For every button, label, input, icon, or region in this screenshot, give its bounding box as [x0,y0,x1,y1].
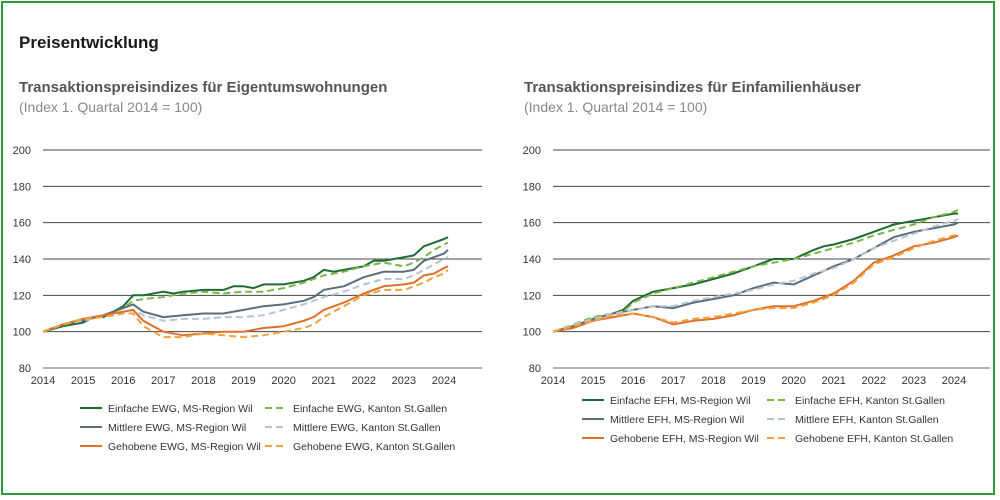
x-tick-label: 2018 [701,375,725,387]
x-tick-label: 2024 [942,375,966,387]
legend-label: Mittlere EFH, Kanton St.Gallen [795,414,939,426]
x-tick-label: 2017 [661,375,685,387]
chart-subtitle-ewg: (Index 1. Quartal 2014 = 100) [19,99,203,115]
series-line-5 [552,232,959,333]
x-tick-label: 2020 [271,375,295,387]
x-tick-label: 2019 [231,375,255,387]
x-tick-label: 2023 [902,375,926,387]
x-tick-label: 2021 [311,375,335,387]
y-tick-label: 160 [13,218,31,230]
legend-label: Mittlere EFH, MS-Region Wil [610,414,744,426]
legend-label: Einfache EWG, MS-Region Wil [108,403,253,415]
legend-label: Einfache EFH, MS-Region Wil [610,395,751,407]
series-line-0 [42,236,449,333]
x-tick-label: 2016 [621,375,645,387]
x-tick-label: 2024 [432,375,456,387]
y-tick-label: 100 [523,327,541,339]
y-tick-label: 120 [13,290,31,302]
x-tick-label: 2015 [581,375,605,387]
x-tick-label: 2022 [352,375,376,387]
legend-label: Mittlere EWG, Kanton St.Gallen [293,422,441,434]
legend-label: Gehobene EWG, Kanton St.Gallen [293,441,455,453]
chart-title-efh: Transaktionspreisindizes für Einfamilien… [524,79,861,96]
y-tick-label: 80 [19,363,31,375]
y-tick-label: 80 [529,363,541,375]
x-tick-label: 2015 [71,375,95,387]
legend-label: Einfache EFH, Kanton St.Gallen [795,395,945,407]
y-tick-label: 100 [13,327,31,339]
y-tick-label: 140 [523,254,541,266]
series-line-2 [42,249,449,333]
y-tick-label: 180 [523,181,541,193]
legend-label: Mittlere EWG, MS-Region Wil [108,422,246,434]
x-tick-label: 2018 [191,375,215,387]
chart-title-ewg: Transaktionspreisindizes für Eigentumswo… [19,79,388,96]
x-tick-label: 2014 [541,375,565,387]
series-line-3 [42,256,449,333]
legend-label: Gehobene EWG, MS-Region Wil [108,441,261,453]
series-line-5 [42,269,449,339]
y-tick-label: 140 [13,254,31,266]
x-tick-label: 2020 [781,375,805,387]
chart-ewg: 80 100 120 140 160 180 200 2014 2015 2016 2017 2018… [13,145,482,453]
page-title: Preisentwicklung [19,33,159,52]
x-tick-label: 2014 [31,375,55,387]
y-tick-label: 120 [523,290,541,302]
chart-efh: 80 100 120 140 160 180 200 2014 2015 2016 2017 2018… [523,145,990,445]
series-line-0 [552,212,958,333]
chart-subtitle-efh: (Index 1. Quartal 2014 = 100) [524,99,708,115]
x-tick-label: 2016 [111,375,135,387]
x-tick-label: 2021 [821,375,845,387]
legend-label: Einfache EWG, Kanton St.Gallen [293,403,447,415]
y-tick-label: 200 [13,145,31,157]
y-tick-label: 180 [13,181,31,193]
legend-label: Gehobene EFH, MS-Region Wil [610,433,759,445]
legend-label: Gehobene EFH, Kanton St.Gallen [795,433,953,445]
x-tick-label: 2019 [741,375,765,387]
y-tick-label: 160 [523,218,541,230]
x-tick-label: 2017 [151,375,175,387]
y-tick-label: 200 [523,145,541,157]
x-tick-label: 2022 [862,375,886,387]
series-line-3 [552,218,959,333]
series-line-4 [42,265,449,337]
series-line-4 [552,234,959,333]
x-tick-label: 2023 [392,375,416,387]
series-line-2 [552,221,959,333]
